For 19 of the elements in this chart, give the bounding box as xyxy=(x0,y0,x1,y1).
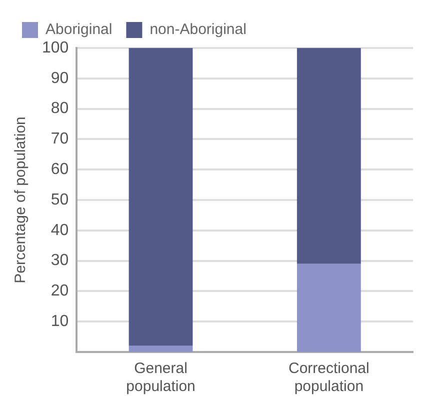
x-tick-label: General population xyxy=(126,360,196,396)
bar xyxy=(296,48,361,264)
y-tick-label: 40 xyxy=(50,222,69,239)
legend-label: Aboriginal xyxy=(46,21,112,38)
y-tick-label: 100 xyxy=(42,39,69,56)
x-tick-label: Correctional population xyxy=(288,360,370,396)
y-tick-label: 60 xyxy=(50,161,69,178)
y-tick-label: 80 xyxy=(50,100,69,118)
bar xyxy=(128,48,193,346)
y-tick-label: 50 xyxy=(50,191,69,208)
y-tick-label: 10 xyxy=(50,313,69,330)
y-axis-title: Percentage of population xyxy=(12,116,30,284)
y-tick-label: 30 xyxy=(50,252,69,270)
y-tick-label: 70 xyxy=(50,130,69,148)
bar xyxy=(128,346,193,352)
y-tick-label: 90 xyxy=(50,70,69,87)
legend-label: non-Aboriginal xyxy=(150,21,246,38)
y-tick-label: 20 xyxy=(50,282,69,300)
bar xyxy=(296,264,361,352)
